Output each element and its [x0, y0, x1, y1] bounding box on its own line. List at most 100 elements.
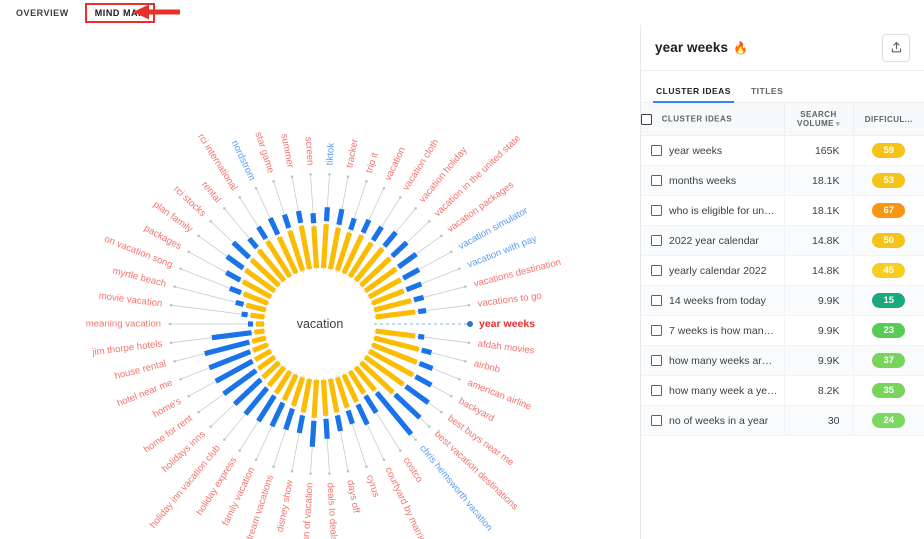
spoke-label[interactable]: vacations to go — [477, 291, 542, 310]
spoke-label[interactable]: rental — [199, 180, 223, 206]
spoke-label[interactable]: star game — [252, 131, 276, 175]
cluster-idea-text: yearly calendar 2022 — [669, 264, 767, 277]
select-all-checkbox[interactable] — [641, 113, 652, 125]
row-checkbox[interactable] — [651, 205, 662, 217]
table-row[interactable]: how many week a ye… 8.2K 35 — [641, 375, 924, 406]
difficulty-badge: 67 — [872, 203, 906, 218]
spoke-label[interactable]: deals to deals — [324, 482, 339, 539]
mind-map-canvas[interactable]: year weeks afdah movies airbnb american air… — [0, 25, 640, 539]
spoke-label[interactable]: packages — [142, 223, 183, 253]
spoke-label[interactable]: vacation — [383, 145, 408, 182]
cell-difficulty: 45 — [852, 255, 924, 286]
spoke-outer-bar — [405, 281, 423, 293]
panel-tab-cluster-ideas[interactable]: CLUSTER IDEAS — [653, 86, 734, 103]
top-tab-bar: OVERVIEW MIND MAP — [0, 0, 924, 26]
spoke-label[interactable]: trip it — [364, 151, 381, 174]
spoke-label[interactable]: summer — [278, 133, 295, 170]
row-checkbox[interactable] — [651, 415, 662, 427]
spoke-label[interactable]: disney show — [275, 479, 296, 533]
spoke-label[interactable]: movie vacation — [98, 291, 163, 310]
cell-search-volume: 14.8K — [783, 255, 853, 286]
panel-tab-titles[interactable]: TITLES — [750, 86, 784, 96]
spoke-label[interactable]: tracker — [344, 137, 360, 169]
column-header-difficulty[interactable]: DIFFICUL... — [852, 103, 924, 136]
spoke-outer-bar — [418, 360, 434, 371]
spoke-tick-dot — [272, 180, 275, 183]
spoke-inner-bar — [367, 277, 402, 300]
spoke-inner-bar — [311, 379, 320, 418]
spoke-label[interactable]: days off — [344, 479, 361, 514]
spoke-label[interactable]: airbnb — [473, 358, 502, 375]
spoke-inner-bar — [327, 227, 341, 270]
table-row[interactable]: no of weeks in a year 30 24 — [641, 405, 924, 436]
table-row[interactable]: year weeks 165K 59 — [641, 135, 924, 166]
cell-difficulty: 15 — [852, 285, 924, 316]
spoke-tick-dot — [223, 438, 226, 441]
spoke-inner-bar — [363, 266, 398, 294]
table-row[interactable]: yearly calendar 2022 14.8K 45 — [641, 255, 924, 286]
spoke-label[interactable]: definition of vacation — [299, 482, 315, 539]
spoke-inner-bar — [359, 360, 395, 395]
spoke-outer-bar — [370, 225, 384, 242]
spoke-outer-bar — [267, 217, 281, 236]
spoke-label[interactable]: cyrus — [364, 474, 382, 499]
row-checkbox[interactable] — [651, 325, 662, 337]
spoke-outer-bar — [396, 251, 418, 270]
spoke-label[interactable]: jim thorpe hotels — [91, 338, 163, 358]
spoke-inner-bar — [371, 288, 405, 306]
cell-cluster-idea: months weeks — [641, 165, 784, 196]
spoke-guide-line — [171, 304, 267, 318]
spoke-label[interactable]: tiktok — [325, 142, 337, 165]
row-checkbox[interactable] — [651, 235, 662, 247]
row-checkbox[interactable] — [651, 295, 662, 307]
table-row[interactable]: 7 weeks is how man… 9.9K 23 — [641, 315, 924, 346]
row-checkbox[interactable] — [651, 175, 662, 187]
row-checkbox[interactable] — [651, 145, 662, 157]
spoke-tick-dot — [458, 378, 461, 381]
spoke-tick-dot — [255, 187, 258, 190]
spoke-label[interactable]: meaning vacation — [86, 319, 161, 330]
spoke-label[interactable]: myrtle beach — [111, 266, 167, 290]
spoke-inner-bar — [311, 226, 320, 269]
table-body: year weeks 165K 59 months weeks 18.1K 53 who i… — [641, 135, 924, 436]
spoke-label[interactable]: costco — [401, 455, 425, 484]
spoke-label[interactable]: afdah movies — [477, 339, 535, 357]
spoke-tick-dot — [428, 220, 431, 223]
row-checkbox[interactable] — [651, 355, 662, 367]
spoke-inner-bar — [298, 225, 313, 270]
table-row[interactable]: who is eligible for un… 18.1K 67 — [641, 195, 924, 226]
cell-search-volume: 9.9K — [783, 345, 853, 376]
spoke-tick-dot — [328, 472, 331, 475]
export-button[interactable] — [882, 33, 910, 62]
spoke-inner-bar — [353, 246, 385, 283]
panel-header: year weeks 🔥 — [641, 25, 924, 71]
column-header-search-volume[interactable]: SEARCH VOLUME ▾ — [783, 103, 853, 136]
tab-overview[interactable]: OVERVIEW — [16, 7, 69, 18]
spoke-label[interactable]: screen — [303, 136, 316, 165]
cell-cluster-idea: who is eligible for un… — [641, 195, 784, 226]
difficulty-badge: 23 — [872, 323, 906, 338]
spoke-label[interactable]: year weeks — [479, 318, 535, 330]
spoke-outer-bar — [296, 414, 306, 434]
difficulty-badge: 50 — [872, 233, 906, 248]
row-checkbox[interactable] — [651, 265, 662, 277]
spoke-outer-bar — [334, 414, 343, 432]
table-row[interactable]: how many weeks ar… 9.9K 37 — [641, 345, 924, 376]
row-checkbox[interactable] — [651, 385, 662, 397]
spoke-label[interactable]: best buys near me — [445, 413, 515, 468]
spoke-outer-bar — [382, 230, 398, 248]
spoke-label[interactable]: house rental — [113, 358, 167, 382]
table-row[interactable]: 2022 year calendar 14.8K 50 — [641, 225, 924, 256]
chevron-down-icon: ▾ — [835, 121, 840, 128]
export-upload-icon — [891, 42, 901, 53]
difficulty-badge: 59 — [872, 143, 906, 158]
spoke-outer-bar — [211, 330, 252, 341]
panel-tab-bar: CLUSTER IDEAS TITLES — [641, 71, 924, 103]
table-row[interactable]: 14 weeks from today 9.9K 15 — [641, 285, 924, 316]
table-row[interactable]: months weeks 18.1K 53 — [641, 165, 924, 196]
spoke-label[interactable]: home's — [151, 396, 183, 420]
spoke-tick-dot — [197, 234, 200, 237]
spoke-outer-bar — [404, 384, 430, 405]
cell-difficulty: 37 — [852, 345, 924, 376]
